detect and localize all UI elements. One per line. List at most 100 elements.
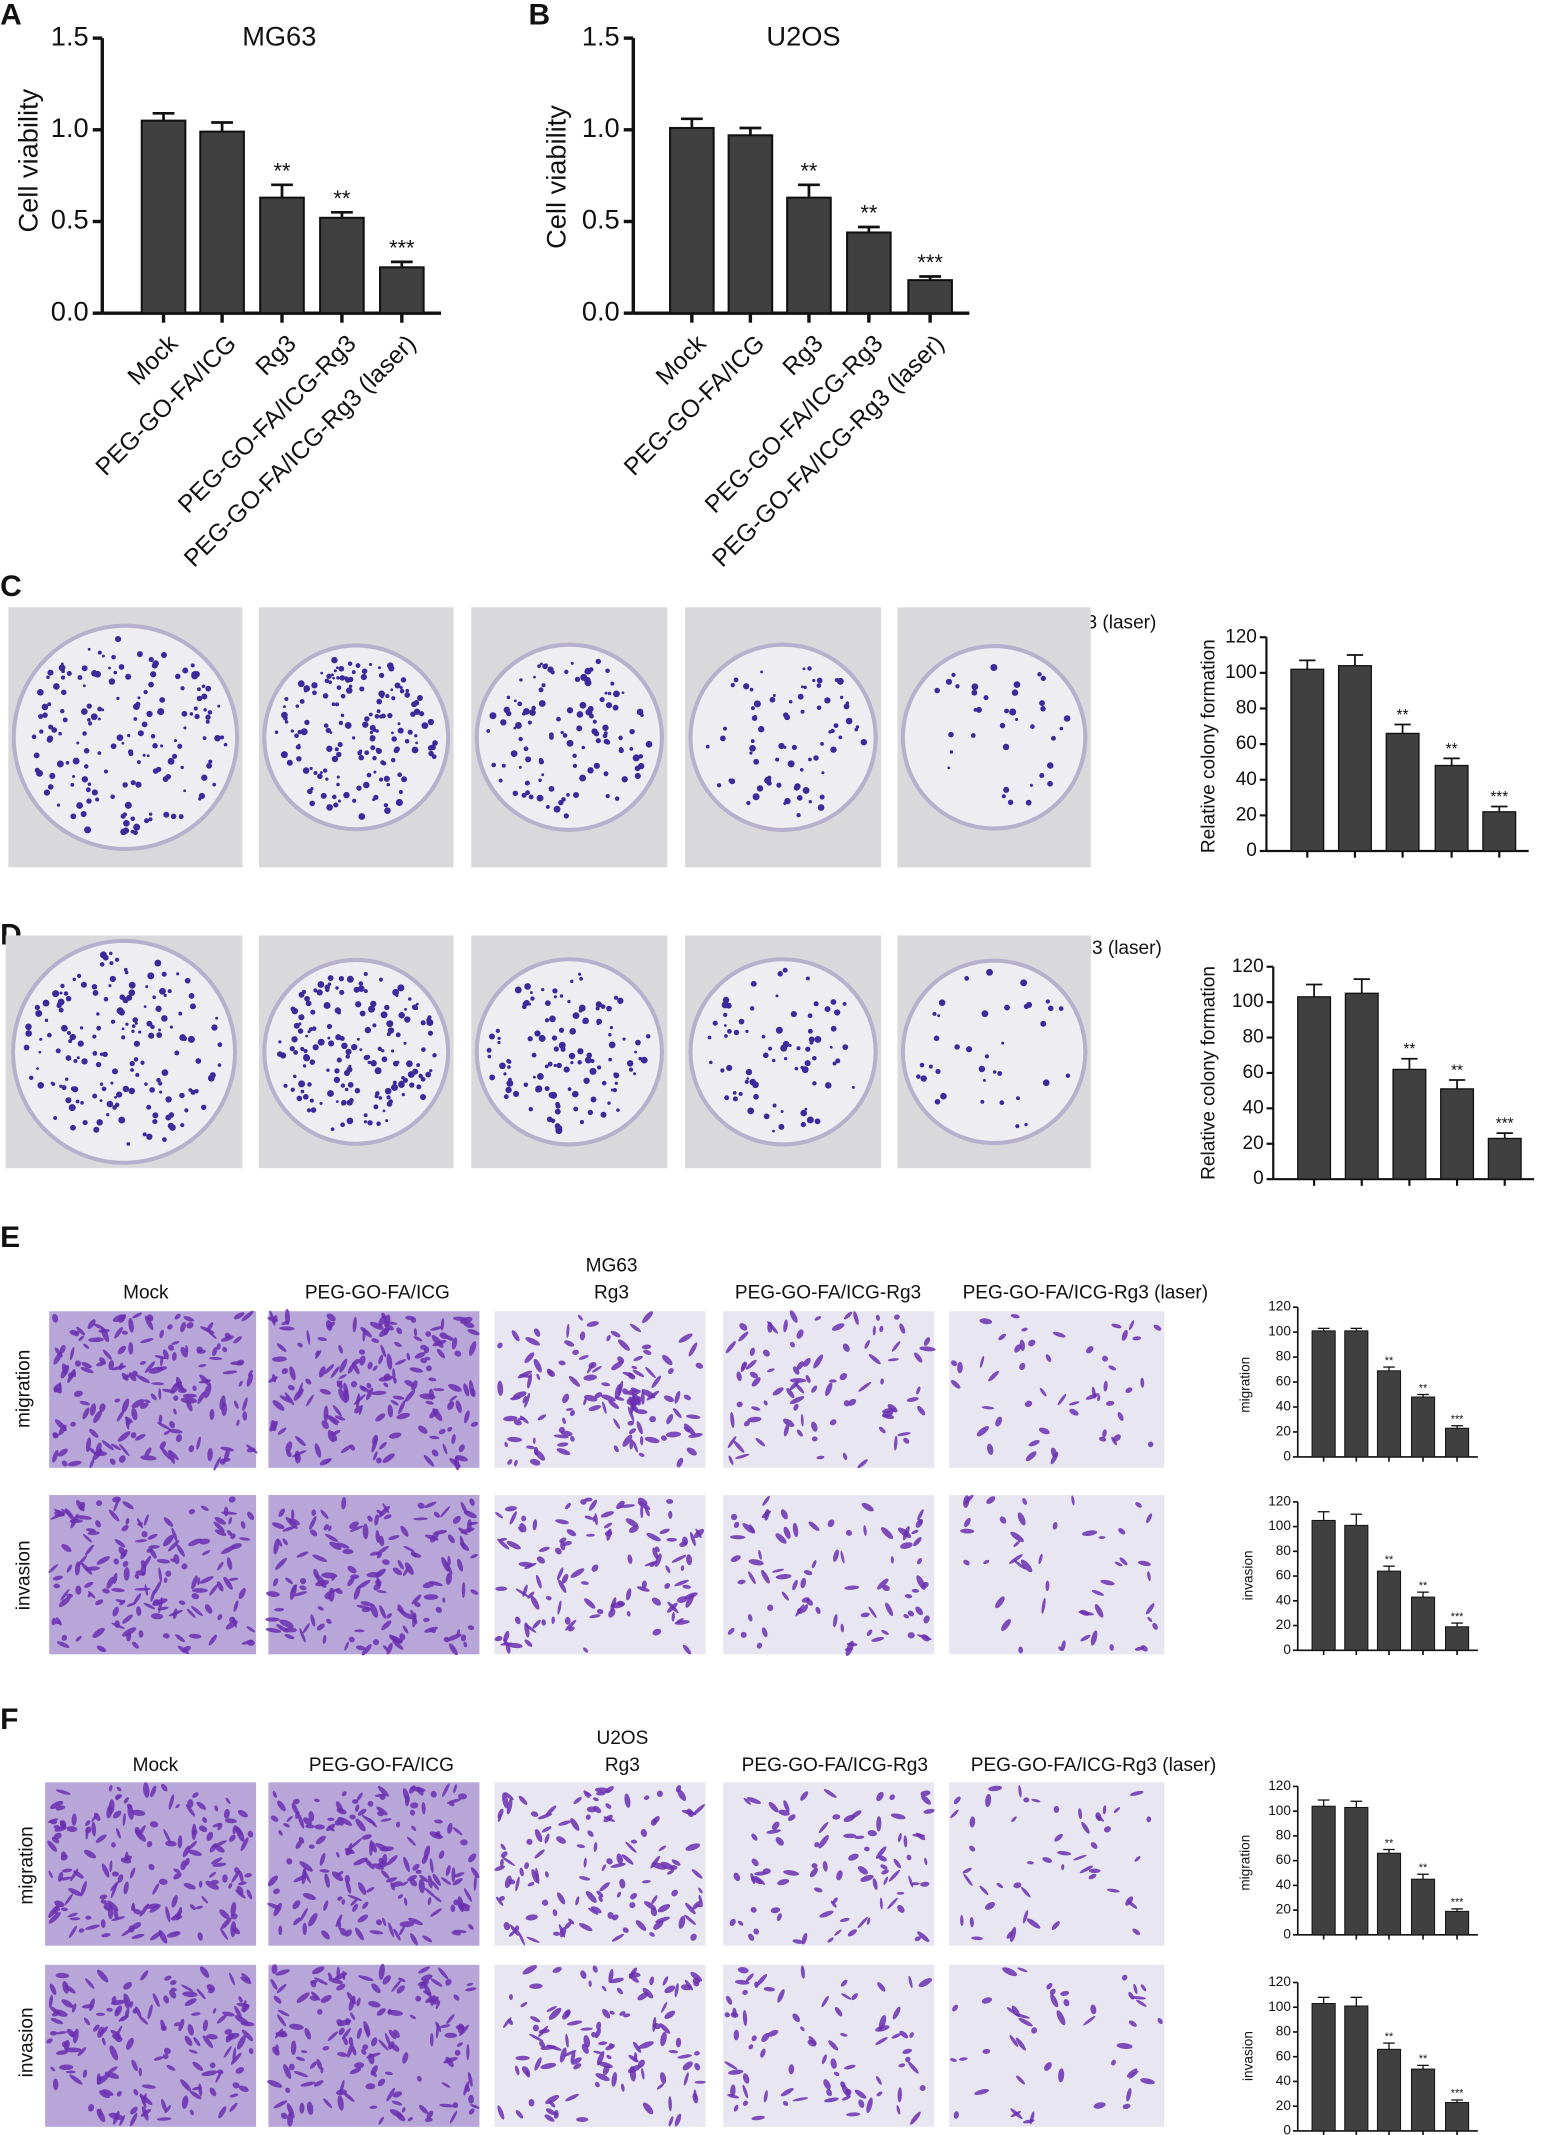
cell (61, 1634, 68, 1641)
cell (152, 1883, 160, 1895)
colony (791, 744, 797, 750)
cell (87, 1590, 96, 1599)
cell (341, 2028, 351, 2040)
cell (671, 1612, 675, 1622)
cell (308, 1844, 315, 1849)
y-tick-label: 20 (1236, 804, 1257, 825)
cell (336, 1851, 340, 1858)
cell (291, 1509, 295, 1521)
cell (328, 1525, 332, 1532)
cell (239, 1537, 251, 1541)
colony (103, 996, 109, 1002)
cell (114, 1620, 120, 1628)
bar (1410, 2068, 1436, 2132)
cell (667, 1869, 675, 1875)
cell (233, 1336, 242, 1344)
colony (419, 711, 425, 717)
cell (435, 2000, 441, 2010)
colony (110, 743, 117, 750)
culture-dish (262, 643, 451, 832)
cell (278, 1508, 286, 1518)
cell (382, 1975, 391, 1985)
cell (570, 1435, 575, 1442)
colony (337, 741, 343, 748)
cell (228, 1883, 233, 1889)
cell (593, 1805, 602, 1814)
cell (313, 2080, 324, 2087)
cell (230, 2052, 242, 2065)
colony (593, 731, 600, 737)
y-tick-label: 0 (1253, 1168, 1264, 1189)
cell (361, 1644, 372, 1656)
cell (1119, 1557, 1128, 1566)
cell (223, 2046, 232, 2059)
y-tick-label: 120 (1225, 626, 1257, 647)
colony (108, 666, 111, 670)
colony (1016, 1096, 1020, 1101)
cell (742, 2100, 749, 2106)
colony (156, 1077, 161, 1083)
cell (228, 1517, 233, 1525)
cell (201, 1550, 211, 1556)
cell (290, 1584, 298, 1595)
cell (1133, 1983, 1138, 1995)
cell (378, 2039, 389, 2051)
colony (335, 666, 339, 670)
cell (424, 1534, 439, 1541)
cell (915, 1518, 923, 1528)
colony (567, 999, 571, 1004)
colony (381, 713, 386, 719)
colony (148, 812, 153, 816)
cell (158, 1597, 163, 1613)
cell (533, 1446, 539, 1456)
cell (88, 1337, 104, 1343)
cell (891, 2033, 902, 2039)
cell (400, 1881, 409, 1887)
error-bar (1394, 723, 1411, 734)
cell (95, 1834, 107, 1843)
cell (349, 1525, 364, 1532)
cell (527, 1373, 533, 1389)
cell (857, 1459, 868, 1469)
cell (1083, 2015, 1096, 2026)
cell (61, 1508, 73, 1517)
cell (412, 1863, 420, 1871)
cell (365, 1387, 374, 1401)
cell (427, 1875, 433, 1889)
colony (579, 701, 587, 709)
colony (1039, 773, 1045, 778)
cell (541, 1826, 552, 1833)
cell (853, 1311, 859, 1325)
cell (286, 2103, 295, 2119)
cell (905, 2056, 911, 2063)
cell (192, 1792, 199, 1798)
cell (52, 1575, 64, 1581)
colony (390, 688, 394, 692)
cell (562, 2009, 571, 2020)
colony (97, 650, 102, 655)
cell (282, 1538, 288, 1546)
cell (599, 1882, 610, 1892)
colony (91, 789, 98, 796)
colony (120, 828, 127, 836)
colony (345, 1054, 350, 1059)
colony (72, 977, 76, 982)
colony (378, 690, 386, 698)
colony (212, 782, 217, 787)
colony (730, 682, 735, 688)
colony (31, 734, 37, 740)
cell (584, 1515, 594, 1520)
bar (846, 231, 892, 315)
colony (304, 719, 310, 726)
cell (529, 1983, 543, 1989)
colony (293, 1050, 298, 1055)
cell (346, 1991, 357, 2005)
cell (665, 1431, 681, 1438)
cell (418, 1879, 425, 1894)
colony (747, 1107, 755, 1115)
cell (917, 1931, 930, 1942)
cell (295, 1810, 300, 1819)
error-bar (1417, 1393, 1429, 1398)
cell (840, 2081, 846, 2088)
cell (48, 1994, 53, 2008)
